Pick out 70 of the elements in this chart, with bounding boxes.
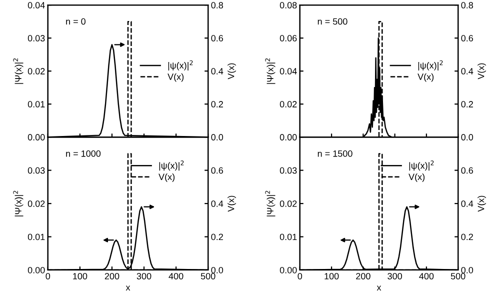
y-axis-title: |Ψ(x)|$^{2}$ <box>265 58 276 84</box>
x-tick-label: 0 <box>298 273 302 280</box>
y-tick-label: 0.08 <box>280 2 297 8</box>
x-tick-label: 500 <box>450 273 466 280</box>
x-axis-title: x <box>376 286 382 290</box>
y2-axis-title: V(x) <box>478 63 486 80</box>
y-tick-label: 0.02 <box>280 200 297 207</box>
y-tick-label: 0.00 <box>28 134 45 140</box>
legend-label: |ψ(x)|$^{2}$ <box>409 160 434 171</box>
y2-tick-label: 0.8 <box>211 2 224 8</box>
y-tick-label: 0.03 <box>280 167 297 174</box>
y-tick-label: 0.03 <box>28 35 45 42</box>
y2-tick-label: 0.4 <box>461 200 474 207</box>
y-tick-label: 0.01 <box>28 101 45 108</box>
x-tick-label: 400 <box>168 273 184 280</box>
y-tick-label: 0.06 <box>280 35 297 42</box>
annotation: n = 500 <box>318 18 348 25</box>
y2-tick-label: 0.2 <box>211 101 223 108</box>
x-tick-label: 100 <box>324 273 339 280</box>
x-tick-label: 300 <box>136 273 152 280</box>
legend-label: |ψ(x)|$^{2}$ <box>418 60 443 70</box>
x-tick-label: 300 <box>388 273 402 280</box>
x-axis-title: x <box>126 286 130 290</box>
x-tick-label: 0 <box>46 273 50 280</box>
y-tick-label: 0.03 <box>28 167 45 174</box>
y2-tick-label: 0.0 <box>211 266 224 274</box>
y2-axis-title: V(x) <box>228 63 236 80</box>
x-tick-label: 500 <box>200 273 216 280</box>
legend-label: V(x) <box>418 73 434 82</box>
y-tick-label: 0.01 <box>280 234 297 240</box>
x-tick-label: 200 <box>104 273 120 280</box>
y-tick-label: 0.01 <box>28 234 45 240</box>
y-tick-label: 0.02 <box>28 68 45 74</box>
y2-tick-label: 0.0 <box>461 266 474 274</box>
y-tick-label: 0.04 <box>28 2 45 8</box>
y-axis-title: |Ψ(x)|$^{2}$ <box>265 190 276 216</box>
y-tick-label: 0.02 <box>28 200 45 207</box>
legend-label: V(x) <box>158 173 175 182</box>
x-tick-label: 100 <box>73 273 88 280</box>
y2-tick-label: 0.6 <box>211 35 224 42</box>
y2-tick-label: 0.4 <box>461 68 474 74</box>
y-tick-label: 0.00 <box>280 266 297 274</box>
x-tick-label: 400 <box>419 273 434 280</box>
y2-tick-label: 0.2 <box>461 101 473 108</box>
y-tick-label: 0.00 <box>28 266 45 274</box>
y-tick-label: 0.00 <box>280 134 297 140</box>
y2-tick-label: 0.8 <box>461 2 474 8</box>
legend-label: |ψ(x)|$^{2}$ <box>159 160 184 171</box>
y2-tick-label: 0.4 <box>211 200 224 207</box>
y2-axis-title: V(x) <box>228 196 236 212</box>
y2-tick-label: 0.4 <box>211 68 224 74</box>
legend-label: V(x) <box>408 173 425 182</box>
y2-tick-label: 0.2 <box>461 234 473 240</box>
y2-tick-label: 0.6 <box>211 167 224 174</box>
y-axis-title: |Ψ(x)|$^{2}$ <box>13 58 24 84</box>
y-tick-label: 0.04 <box>280 68 297 74</box>
y2-tick-label: 0.0 <box>461 134 474 140</box>
y2-tick-label: 0.0 <box>211 134 224 140</box>
x-tick-label: 200 <box>356 273 370 280</box>
y2-tick-label: 0.6 <box>461 167 474 174</box>
y-tick-label: 0.02 <box>280 101 297 108</box>
annotation: n = 1000 <box>66 150 101 157</box>
y2-tick-label: 0.6 <box>461 35 474 42</box>
annotation: n = 1500 <box>318 150 352 157</box>
y2-tick-label: 0.2 <box>211 234 223 240</box>
y2-axis-title: V(x) <box>478 196 486 212</box>
y-axis-title: |Ψ(x)|$^{2}$ <box>13 190 24 216</box>
annotation: n = 0 <box>66 18 86 25</box>
legend-label: V(x) <box>168 73 184 82</box>
legend-label: |ψ(x)|$^{2}$ <box>168 60 193 70</box>
